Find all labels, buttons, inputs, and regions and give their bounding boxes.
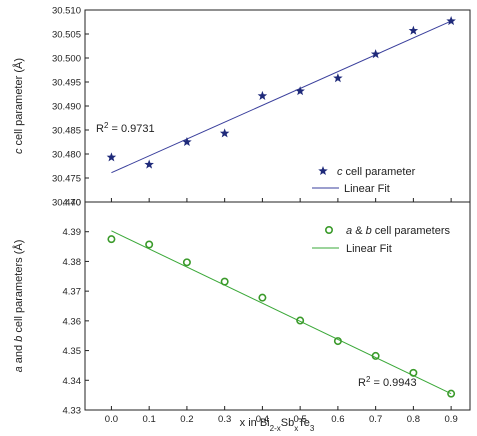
bottom-r2-annotation: R2 = 0.9943 [358,375,417,390]
top-y-tick-label: 30.510 [52,6,81,17]
x-tick-label: 0.4 [256,414,269,425]
bottom-legend-series-label: a & b cell parameters [346,225,450,237]
bottom-y-tick-label: 4.34 [63,376,82,387]
top-y-tick-label: 30.480 [52,150,81,161]
x-tick-label: 0.8 [407,414,420,425]
top-y-tick-label: 30.495 [52,78,81,89]
top-linear-fit [111,20,452,174]
bottom-y-tick-label: 4.36 [63,316,82,327]
top-y-tick-label: 30.505 [52,30,81,41]
top-data-points [106,16,456,169]
bottom-legend-circle-marker [324,226,333,235]
bottom-legend-fit-label: Linear Fit [346,243,392,255]
x-tick-label: 0.5 [294,414,307,425]
bottom-circle-point [409,368,418,377]
bottom-circle-point [296,316,305,325]
top-star-point [144,159,154,169]
bottom-y-tick-label: 4.39 [63,227,82,238]
top-star-point [106,152,117,162]
bottom-data-points [107,235,456,398]
top-y-tick-label: 30.475 [52,174,81,185]
top-r2-annotation: R2 = 0.9731 [96,121,155,136]
x-tick-label: 0.2 [180,414,193,425]
x-tick-label: 0.7 [369,414,382,425]
top-y-tick-label: 30.500 [52,54,81,65]
bottom-y-tick-label: 4.40 [63,198,82,209]
bottom-circle-point [447,389,456,398]
x-axis-title: x in Bi2-xSbxTe3 [240,417,315,431]
top-star-point [219,128,230,138]
top-legend-fit-label: Linear Fit [344,183,390,195]
top-fit-line [111,20,452,174]
top-y-tick-label: 30.490 [52,102,81,113]
bottom-circle-point [107,235,116,244]
top-y-tick-label: 30.485 [52,126,81,137]
top-star-point [408,25,419,35]
bottom-circle-point [182,258,191,267]
top-y-axis-title: c cell parameter (Å) [12,58,25,154]
x-tick-label: 0.9 [445,414,458,425]
top-legend-star-marker [318,166,328,176]
bottom-fit-line [111,230,452,395]
bottom-y-tick-label: 4.37 [63,287,82,298]
top-legend-star [318,166,328,176]
bottom-circle-point [145,240,154,249]
bottom-circle-point [220,277,229,286]
bottom-plot-frame [84,201,471,411]
bottom-circle-point [258,293,267,302]
x-tick-label: 0.1 [143,414,156,425]
top-legend-series-label: c cell parameter [337,166,416,178]
bottom-circle-point [333,337,342,346]
bottom-y-axis-title: a and b cell parameters (Å) [12,240,25,373]
x-tick-label: 0.0 [105,414,118,425]
bottom-y-tick-label: 4.33 [63,406,82,417]
top-star-point [446,16,456,26]
bottom-circle-point [371,351,380,360]
x-ticks: 0.0 0.1 0.2 0.3 0.4 0.5 0.6 0.7 0.8 0.9 [105,198,458,425]
bottom-y-tick-label: 4.38 [63,257,82,268]
top-star-point [333,73,343,83]
bottom-legend: a & b cell parameters Linear Fit [312,225,450,255]
bottom-linear-fit [111,230,452,395]
top-star-point [370,49,381,59]
bottom-y-ticks: 4.33 4.34 4.35 4.36 4.37 4.38 4.39 4.40 [63,198,89,417]
bottom-y-tick-label: 4.35 [63,346,82,357]
top-legend: c cell parameter Linear Fit [312,166,416,195]
top-star-point [182,137,192,147]
top-y-ticks: 30.470 30.475 30.480 30.485 30.490 30.495 30.5… [52,6,89,209]
x-tick-label: 0.3 [218,414,231,425]
top-star-point [257,90,268,100]
x-tick-label: 0.6 [331,414,344,425]
top-y-tick-label: 30.470 [52,198,81,209]
top-star-point [295,86,305,96]
